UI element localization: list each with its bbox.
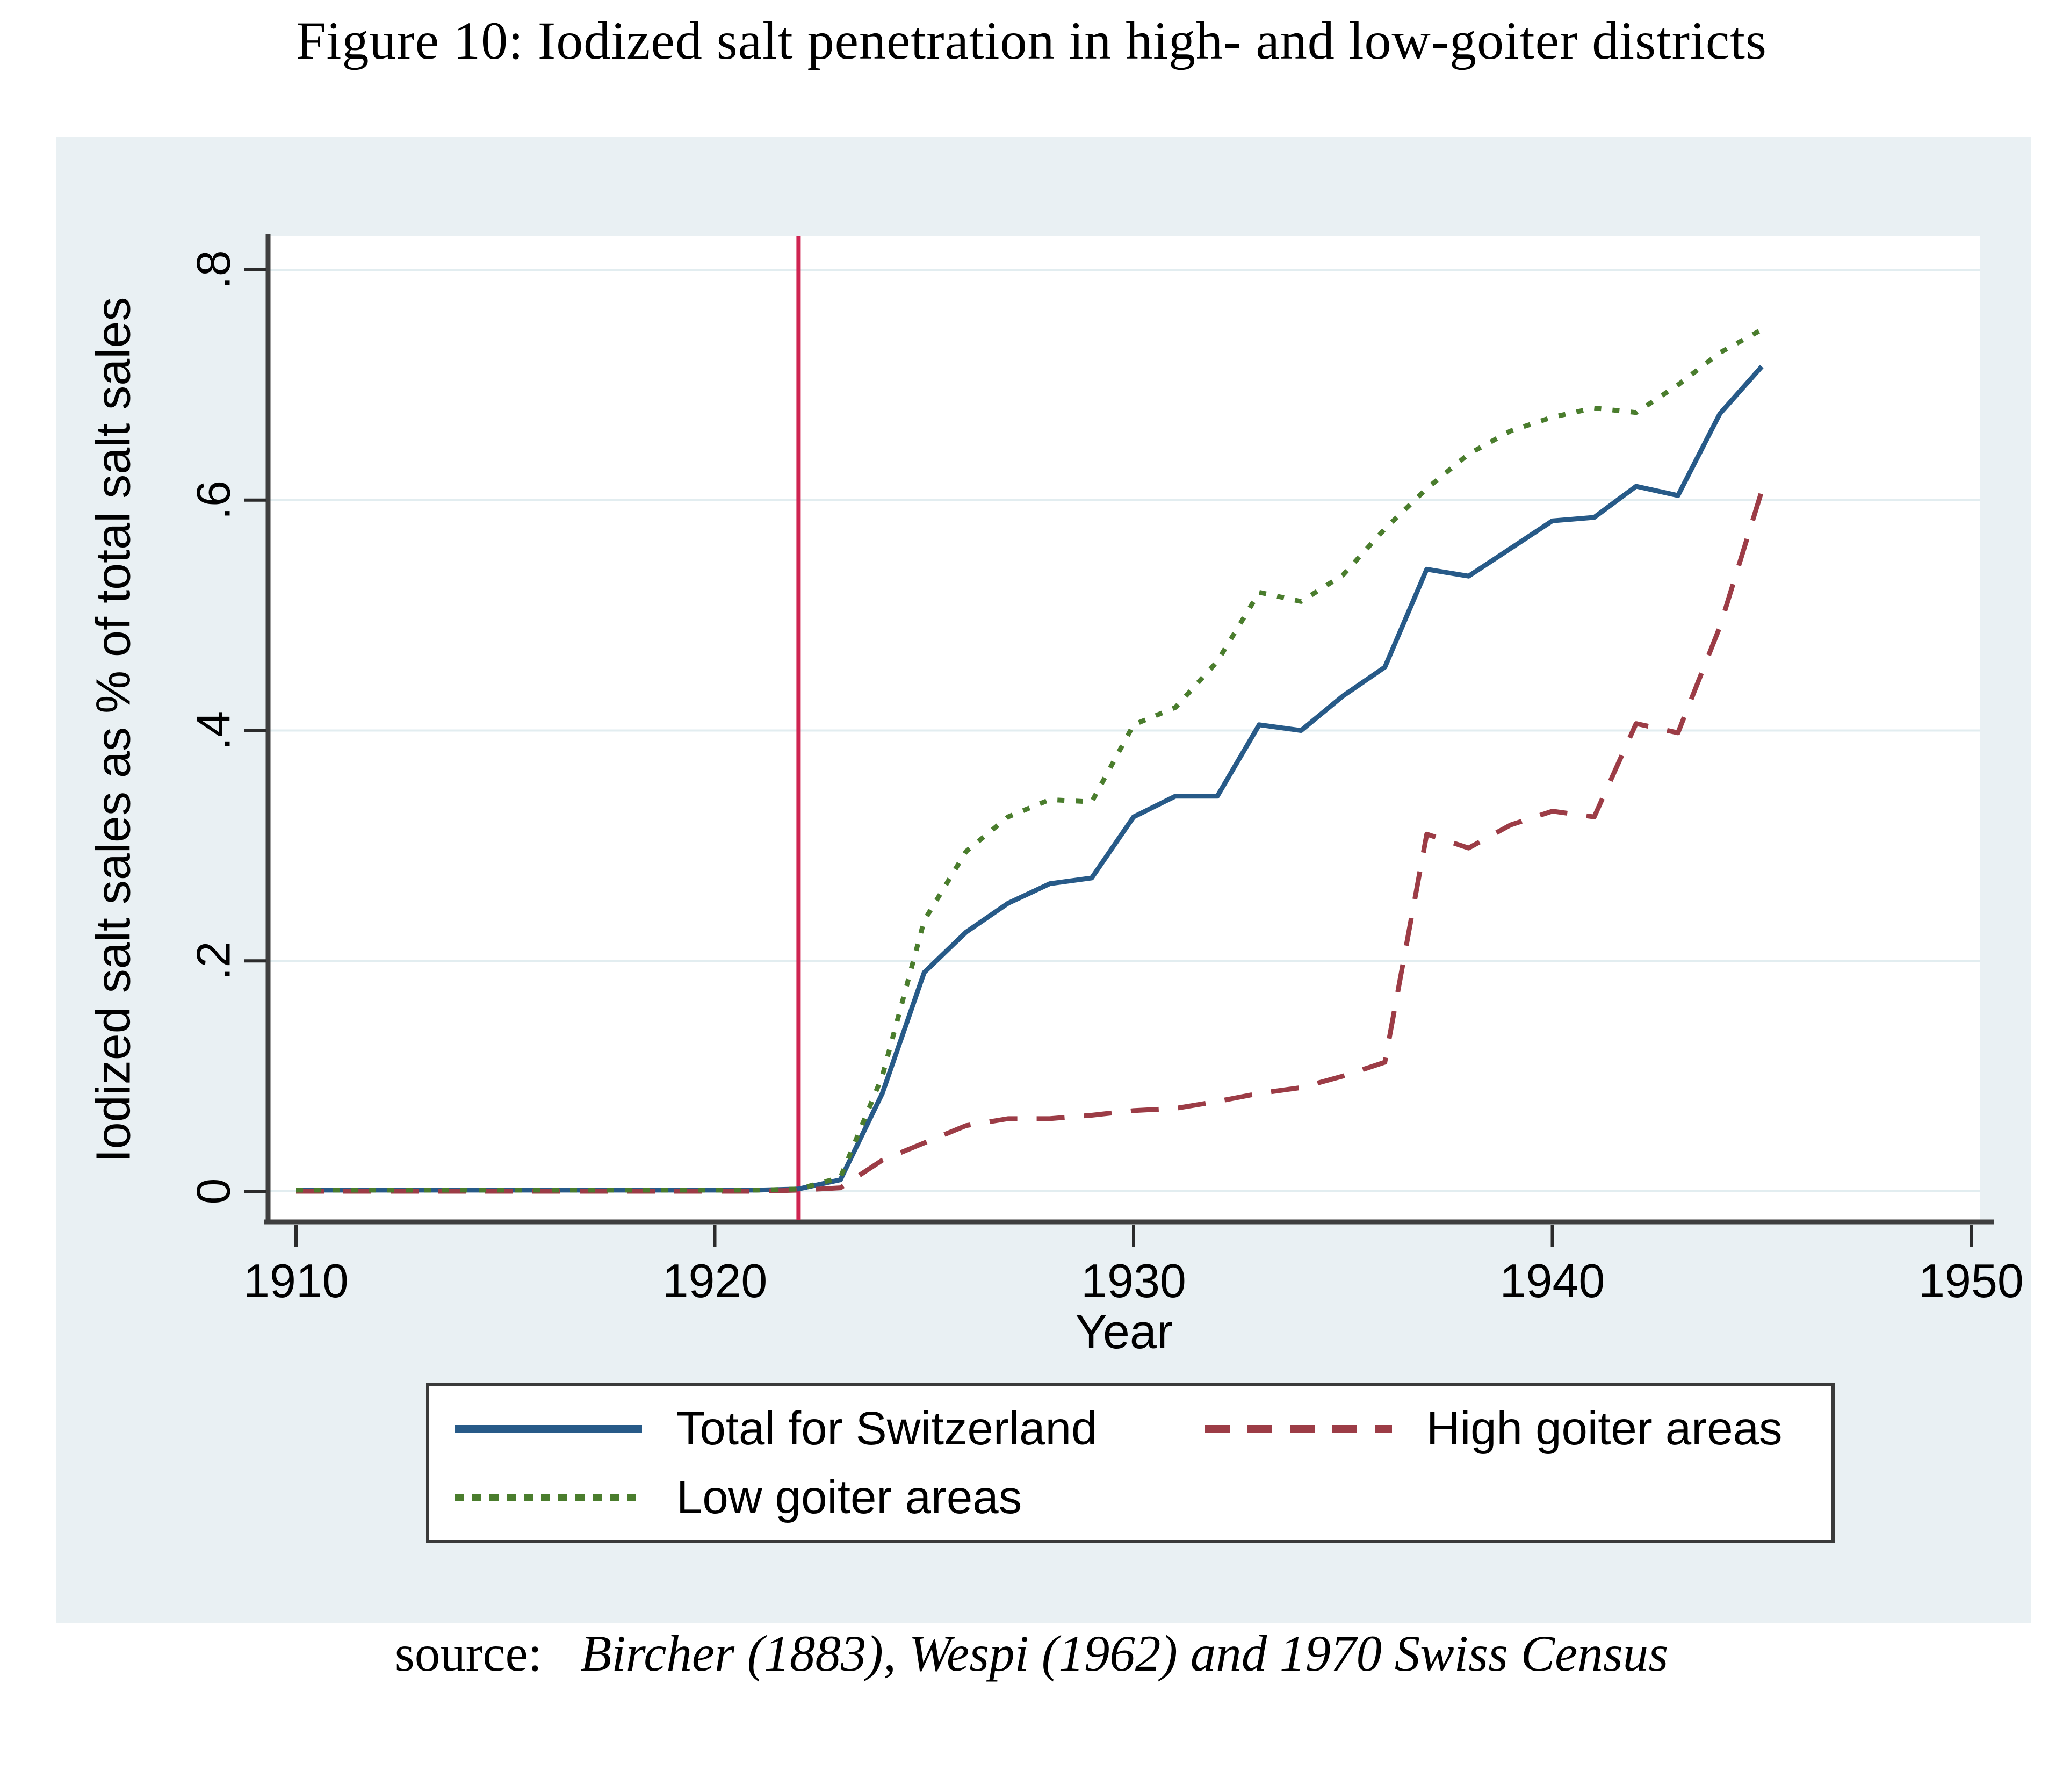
legend-box: Total for Switzerland High goiter areas … [426, 1383, 1835, 1543]
y-axis-title: Iodized salt sales as % of total salt sa… [86, 297, 141, 1163]
legend-item-high-goiter: High goiter areas [1202, 1399, 1783, 1458]
svg-text:.8: .8 [186, 250, 240, 289]
legend-label-total: Total for Switzerland [676, 1402, 1098, 1455]
source-note: source: Bircher (1883), Wespi (1962) and… [0, 1624, 2063, 1683]
svg-text:.4: .4 [186, 711, 240, 750]
svg-text:1940: 1940 [1500, 1254, 1605, 1307]
legend-item-total: Total for Switzerland [452, 1399, 1097, 1458]
svg-text:1910: 1910 [243, 1254, 349, 1307]
solid-line-sample-icon [455, 1425, 642, 1433]
source-prefix: source: [394, 1625, 543, 1682]
dashed-line-sample-icon [1205, 1425, 1392, 1433]
legend-item-low-goiter: Low goiter areas [452, 1468, 1022, 1527]
page-title: Figure 10: Iodized salt penetration in h… [296, 11, 1767, 70]
source-text: Bircher (1883), Wespi (1962) and 1970 Sw… [580, 1625, 1669, 1682]
legend-label-low-goiter: Low goiter areas [676, 1471, 1022, 1523]
legend-label-high-goiter: High goiter areas [1426, 1402, 1783, 1455]
svg-text:.2: .2 [186, 941, 240, 981]
x-axis-title: Year [1075, 1305, 1173, 1359]
dotted-line-sample-icon [455, 1494, 642, 1501]
svg-text:1950: 1950 [1918, 1254, 2024, 1307]
svg-text:1920: 1920 [662, 1254, 768, 1307]
svg-text:1930: 1930 [1081, 1254, 1186, 1307]
svg-text:.6: .6 [186, 480, 240, 520]
svg-text:0: 0 [186, 1178, 240, 1205]
